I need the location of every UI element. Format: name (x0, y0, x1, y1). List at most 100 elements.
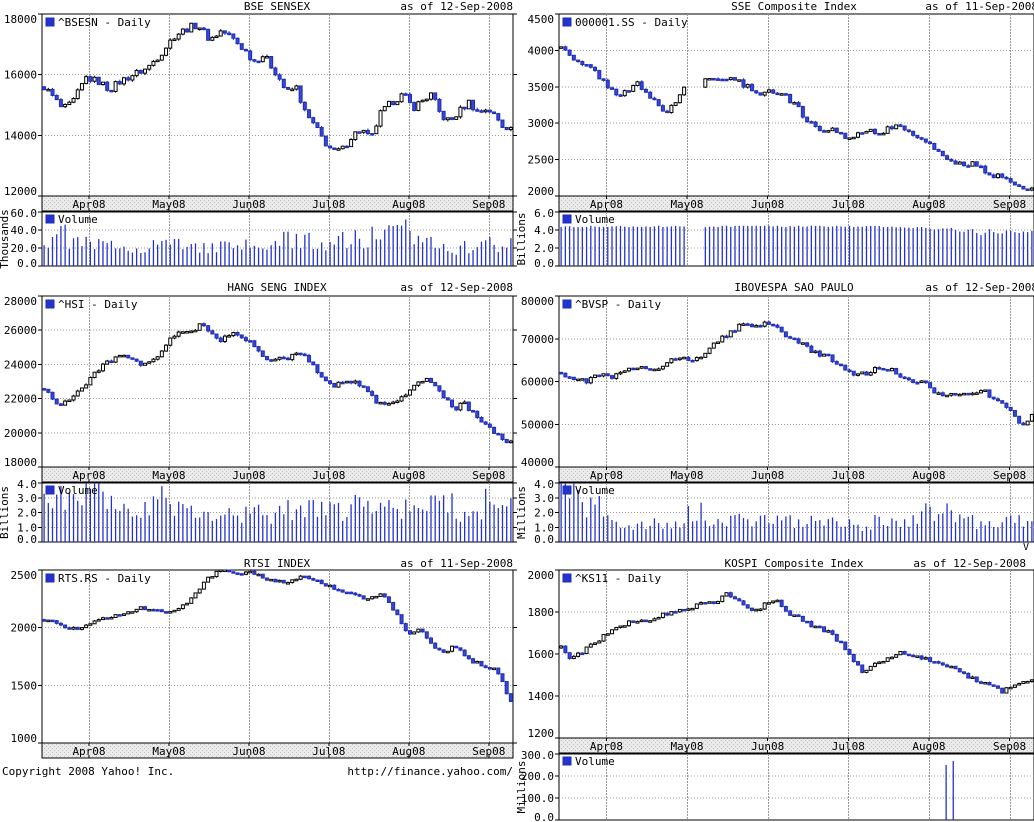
month-label: Jun08 (232, 469, 265, 482)
y-tick-label: 3500 (528, 81, 555, 94)
volume-tick-label: 2.0 (534, 507, 554, 520)
month-label: Aug08 (392, 469, 425, 482)
volume-legend-label: Volume (575, 484, 615, 497)
y-tick-label: 1000 (11, 732, 38, 745)
volume-tick-label: 3.0 (534, 492, 554, 505)
y-tick-label: 28000 (4, 295, 37, 308)
candlestick-series (42, 569, 513, 703)
month-label: May08 (152, 469, 185, 482)
chart-title: IBOVESPA SAO PAULO (734, 281, 853, 294)
month-axis: Apr08 May08 Jun08 Jul08 Aug08 Sep08 (558, 737, 1034, 754)
volume-legend-label: Volume (575, 755, 615, 768)
y-tick-label: 4000 (528, 44, 555, 57)
price-legend: ^BSESN - Daily (45, 16, 151, 29)
volume-pane: 0.01.02.0 3.04.0 Millions Volume (517, 478, 1034, 546)
month-label: Jun08 (751, 198, 784, 211)
y-tick-label: 1800 (528, 606, 555, 619)
volume-legend: Volume (45, 484, 98, 497)
price-legend-label: RTS.RS - Daily (58, 572, 151, 585)
price-pane: 1000 1500 2000 2500 RTS.RS - Daily (11, 569, 517, 745)
volume-tick-label: 6.0 (534, 207, 554, 220)
grid (42, 296, 513, 467)
chart-title: SSE Composite Index (731, 0, 857, 13)
y-tick-label: 80000 (521, 295, 554, 308)
y-tick-label: 2000 (528, 569, 555, 582)
month-axis: Apr08 May08 Jun08 Jul08 Aug08 Sep08 (558, 195, 1034, 212)
volume-tick-label: 0.0 (17, 257, 37, 270)
volume-tick-label: 40.0 (11, 224, 38, 237)
price-legend-label: ^BSESN - Daily (58, 16, 151, 29)
price-legend-label: ^KS11 - Daily (575, 572, 661, 585)
volume-legend: Volume (45, 213, 98, 226)
y-tick-label: 2500 (528, 154, 555, 167)
price-pane: 12000 14000 16000 18000 ^BSESN - Daily (4, 13, 517, 198)
volume-tick-label: 2.0 (17, 507, 37, 520)
candlestick-series (559, 45, 1034, 192)
y-tick-label: 2000 (528, 185, 555, 198)
y-tick-label: 26000 (4, 324, 37, 337)
month-label: Jun08 (751, 740, 784, 753)
plot-area: 40000 50000 60000 70000 80000 ^BVSP - Daily Ap… (517, 295, 1034, 546)
y-tick-label: 2500 (11, 569, 38, 582)
y-tick-label: 4500 (528, 13, 555, 26)
candlestick-series (42, 22, 513, 151)
candlestick-series (559, 591, 1034, 694)
volume-bars (43, 219, 512, 266)
month-label: Jun08 (232, 198, 265, 211)
candlestick-series (559, 320, 1034, 426)
candlestick-series (42, 322, 513, 444)
volume-legend: Volume (562, 755, 615, 768)
volume-tick-label: 4.0 (534, 478, 554, 491)
volume-tick-label: 2.0 (534, 242, 554, 255)
y-tick-label: 16000 (4, 69, 37, 82)
y-tick-label: 20000 (4, 427, 37, 440)
volume-tick-label: 20.0 (11, 242, 38, 255)
volume-tick-label: 0.0 (534, 533, 554, 546)
hang-seng-chart-canvas: HANG SENG INDEX as of 12-Sep-2008 18000 2… (0, 281, 517, 546)
month-label: Sep08 (472, 469, 505, 482)
month-axis: Apr08 May08 Jun08 Jul08 Aug08 Sep08 (558, 466, 1034, 483)
month-label: Jul08 (832, 469, 865, 482)
volume-bars (560, 483, 1033, 542)
month-label: Aug08 (912, 469, 945, 482)
as-of-label: as of 11-Sep-2008 (925, 0, 1034, 13)
plot-area: 1000 1500 2000 2500 RTS.RS - Daily Apr08 May08… (11, 569, 517, 759)
price-pane: 40000 50000 60000 70000 80000 ^BVSP - Daily (521, 295, 1034, 469)
volume-bars (945, 761, 954, 820)
volume-legend: Volume (562, 484, 615, 497)
volume-tick-label: 1.0 (534, 521, 554, 534)
y-tick-label: 24000 (4, 358, 37, 371)
volume-legend: Volume (562, 213, 615, 226)
chart-ibovespa: IBOVESPA SAO PAULO as of 12-Sep-2008 400… (517, 281, 1034, 556)
plot-area: 18000 20000 22000 24000 26000 28000 ^HSI - Dai… (0, 295, 517, 546)
source-url-text: http://finance.yahoo.com/ (347, 765, 513, 778)
month-label: May08 (670, 198, 703, 211)
month-label: Sep08 (472, 198, 505, 211)
volume-tick-label: 1.0 (17, 521, 37, 534)
rtsi-chart-canvas: RTSI INDEX as of 11-Sep-2008 1000 1500 200… (2, 557, 517, 778)
chart-title: BSE SENSEX (244, 0, 311, 13)
volume-bars (43, 483, 512, 542)
month-label: Apr08 (72, 469, 105, 482)
chart-title: HANG SENG INDEX (227, 281, 327, 294)
month-label: Jun08 (232, 745, 265, 758)
month-label: Jun08 (751, 469, 784, 482)
volume-unit-label: Millions (517, 761, 528, 814)
volume-tick-label: 0.0 (534, 811, 554, 822)
month-label: May08 (152, 745, 185, 758)
chart-title: RTSI INDEX (244, 557, 311, 570)
y-tick-label: 50000 (521, 418, 554, 431)
as-of-label: as of 12-Sep-2008 (400, 281, 513, 294)
grid (559, 14, 1034, 196)
month-label: Apr08 (72, 745, 105, 758)
price-pane: 2000 2500 3000 3500 4000 4500 000001.SS - Dail… (528, 13, 1034, 198)
as-of-label: as of 12-Sep-2008 (925, 281, 1034, 294)
price-pane: 1200 1400 1600 1800 2000 ^KS11 - Daily (528, 569, 1034, 740)
y-tick-label: 18000 (4, 456, 37, 469)
y-tick-label: 70000 (521, 333, 554, 346)
price-legend: 000001.SS - Daily (562, 16, 688, 29)
month-label: May08 (670, 740, 703, 753)
chart-bse-sensex: BSE SENSEX as of 12-Sep-2008 12000 14000 1… (0, 0, 517, 281)
month-label: May08 (670, 469, 703, 482)
